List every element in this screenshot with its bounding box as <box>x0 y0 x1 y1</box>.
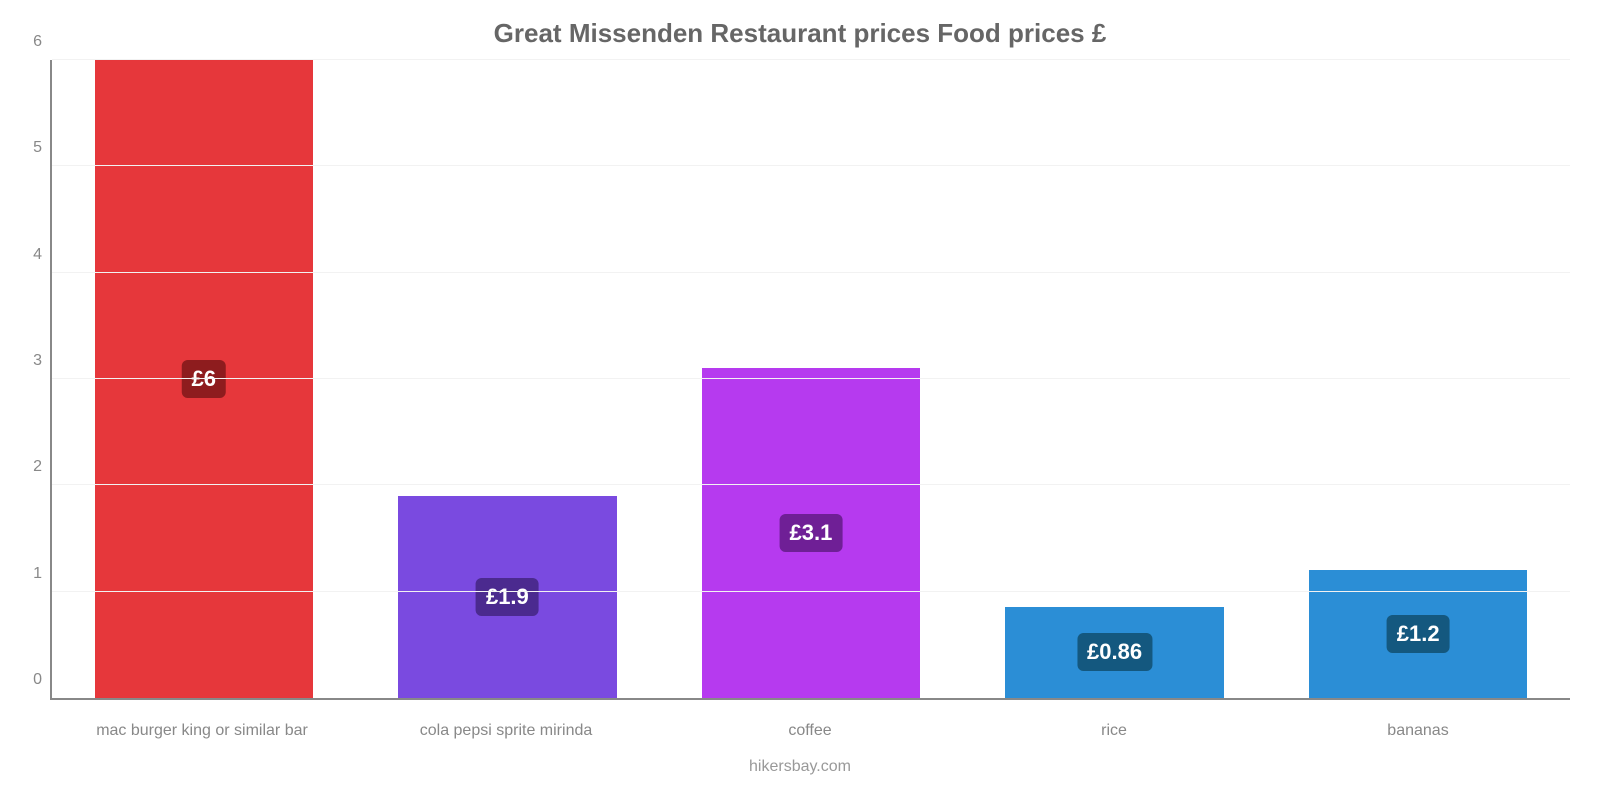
chart-footer: hikersbay.com <box>0 758 1600 776</box>
grid-line <box>52 165 1570 166</box>
x-axis-labels: mac burger king or similar barcola pepsi… <box>50 722 1570 740</box>
x-axis-label: rice <box>962 722 1266 740</box>
bar-slot: £0.86 <box>963 60 1267 698</box>
grid-line <box>52 484 1570 485</box>
bar-chart: Great Missenden Restaurant prices Food p… <box>0 0 1600 800</box>
bar-value-badge: £3.1 <box>780 514 843 552</box>
bar: £6 <box>95 60 314 698</box>
plot-area: £6£1.9£3.1£0.86£1.2 0123456 <box>50 60 1570 700</box>
bar-slot: £3.1 <box>659 60 963 698</box>
chart-title: Great Missenden Restaurant prices Food p… <box>0 18 1600 49</box>
bar-value-badge: £6 <box>182 360 226 398</box>
x-axis-label: coffee <box>658 722 962 740</box>
y-tick-label: 6 <box>33 33 52 51</box>
y-tick-label: 0 <box>33 671 52 689</box>
bar-slot: £1.9 <box>356 60 660 698</box>
bar: £0.86 <box>1005 607 1224 698</box>
grid-line <box>52 378 1570 379</box>
x-axis-label: bananas <box>1266 722 1570 740</box>
y-tick-label: 3 <box>33 352 52 370</box>
bar-value-badge: £0.86 <box>1077 633 1152 671</box>
bar-slot: £6 <box>52 60 356 698</box>
bar-value-badge: £1.9 <box>476 578 539 616</box>
x-axis-label: cola pepsi sprite mirinda <box>354 722 658 740</box>
y-tick-label: 5 <box>33 139 52 157</box>
bar: £1.9 <box>398 496 617 698</box>
bar-value-badge: £1.2 <box>1387 615 1450 653</box>
y-tick-label: 2 <box>33 458 52 476</box>
grid-line <box>52 59 1570 60</box>
x-axis-label: mac burger king or similar bar <box>50 722 354 740</box>
y-tick-label: 1 <box>33 565 52 583</box>
bar: £1.2 <box>1309 570 1528 698</box>
grid-line <box>52 272 1570 273</box>
bar-slot: £1.2 <box>1266 60 1570 698</box>
grid-line <box>52 591 1570 592</box>
bar: £3.1 <box>702 368 921 698</box>
y-tick-label: 4 <box>33 246 52 264</box>
bars-container: £6 £1.9 £3.1 £0.86 £1.2 <box>52 60 1570 698</box>
